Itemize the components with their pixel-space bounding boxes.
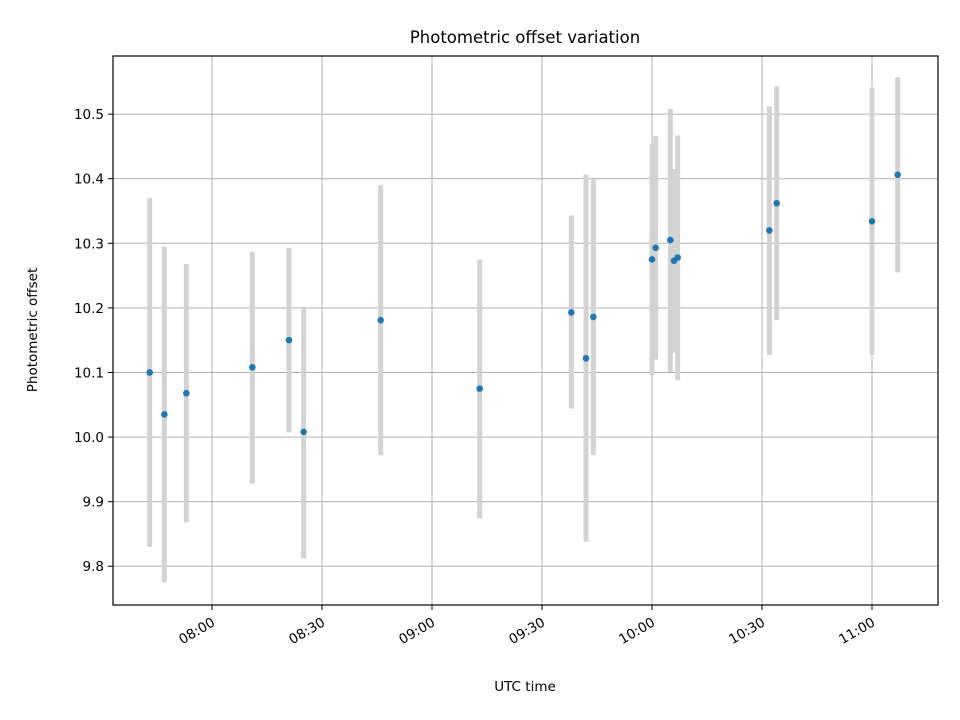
data-point xyxy=(894,171,901,179)
data-points xyxy=(146,171,901,436)
y-tick-label: 9.9 xyxy=(83,495,104,511)
data-point xyxy=(183,389,190,397)
y-tick-label: 9.8 xyxy=(83,559,104,575)
y-tick-label: 10.2 xyxy=(74,301,104,317)
y-tick-label: 10.1 xyxy=(74,365,104,381)
x-tick-label: 09:30 xyxy=(506,615,548,648)
data-point xyxy=(476,385,483,392)
x-tick-label: 08:00 xyxy=(176,615,218,648)
x-tick-label: 10:00 xyxy=(616,615,658,648)
y-tick-label: 10.0 xyxy=(74,430,104,446)
data-point xyxy=(285,336,293,344)
y-tick-label: 10.4 xyxy=(74,172,104,188)
chart-title: Photometric offset variation xyxy=(410,28,640,47)
plot-area-frame xyxy=(112,55,939,606)
grid-lines xyxy=(113,56,938,605)
data-point xyxy=(300,428,307,436)
data-point xyxy=(773,199,780,207)
data-point xyxy=(590,313,597,321)
data-point xyxy=(249,364,256,371)
data-point xyxy=(667,236,674,244)
y-tick-label: 10.5 xyxy=(74,107,104,123)
data-point xyxy=(766,227,773,234)
error-bars xyxy=(147,77,901,583)
y-tick-label: 10.3 xyxy=(74,236,104,252)
x-tick-label: 11:00 xyxy=(836,615,878,648)
data-point xyxy=(648,256,656,263)
data-point xyxy=(582,354,590,362)
x-tick-marks xyxy=(211,605,873,610)
y-axis-label: Photometric offset xyxy=(25,268,41,392)
data-point xyxy=(652,244,659,252)
data-point xyxy=(868,218,876,225)
data-point xyxy=(568,309,575,316)
x-axis-label: UTC time xyxy=(494,679,556,695)
y-tick-labels: 9.8 9.9 10.0 10.1 10.2 10.3 10.4 10.5 xyxy=(74,107,104,575)
data-point xyxy=(674,254,681,261)
y-tick-marks xyxy=(108,113,113,567)
x-tick-label: 08:30 xyxy=(286,615,328,648)
x-tick-label: 10:30 xyxy=(726,615,768,648)
data-point xyxy=(377,316,384,324)
data-point xyxy=(161,411,168,418)
x-tick-label: 09:00 xyxy=(396,615,438,648)
x-tick-labels: 08:00 08:30 09:00 09:30 10:00 10:30 11:00 xyxy=(176,615,878,648)
data-point xyxy=(146,369,153,376)
